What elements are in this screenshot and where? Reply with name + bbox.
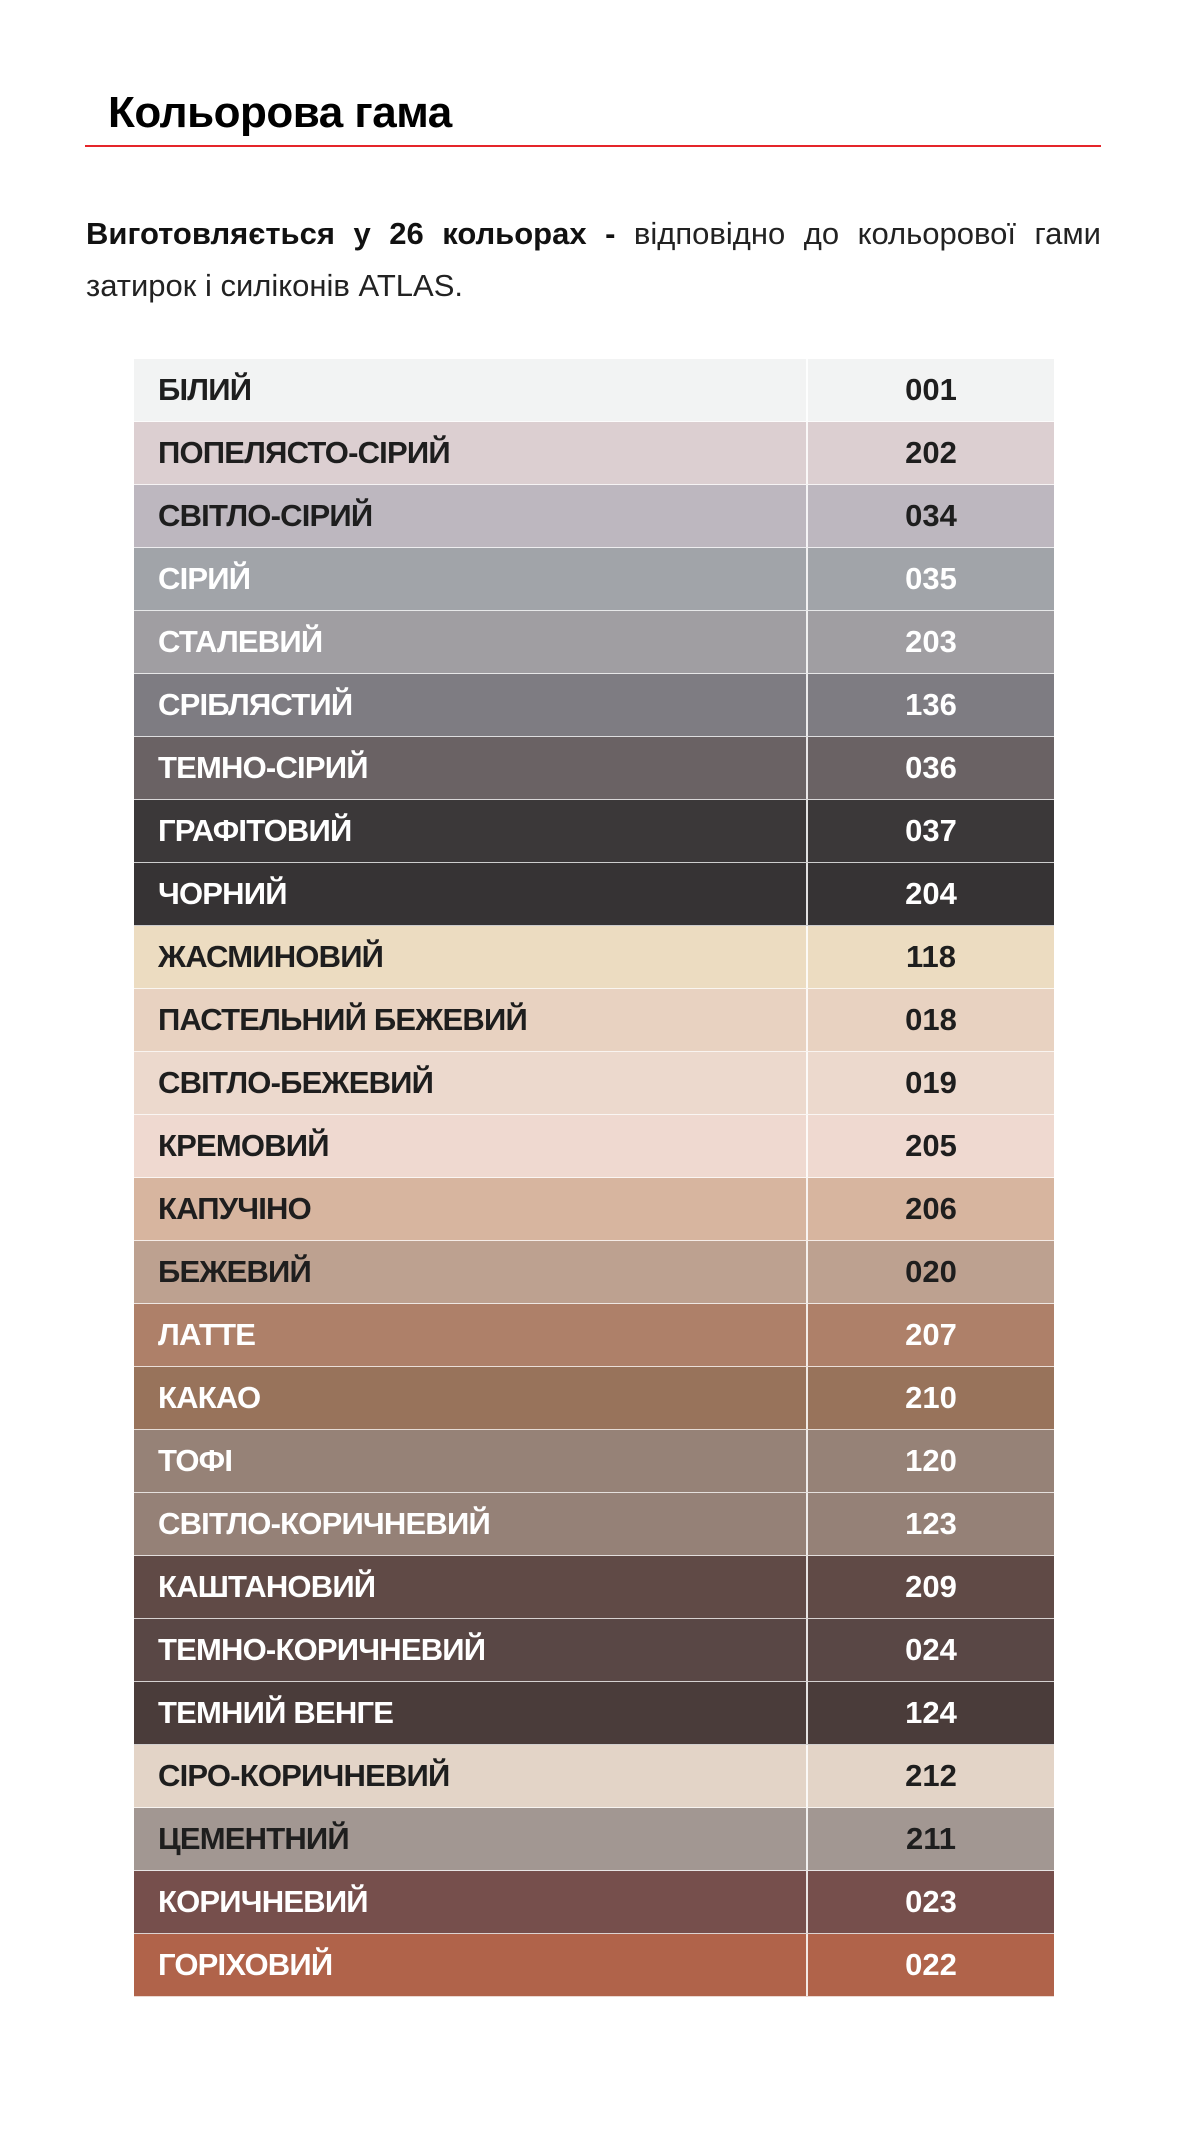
color-name: КРЕМОВИЙ	[134, 1115, 808, 1177]
color-code: 037	[905, 813, 957, 848]
color-row: ГОРІХОВИЙ 022	[134, 1934, 1054, 1997]
color-code: 023	[905, 1884, 957, 1919]
color-code: 211	[905, 1821, 956, 1856]
page-title: Кольорова гама	[108, 88, 452, 137]
color-row: СІРИЙ 035	[134, 548, 1054, 611]
color-row: КОРИЧНЕВИЙ 023	[134, 1871, 1054, 1934]
color-name: ТОФІ	[134, 1430, 808, 1492]
color-code: 136	[905, 687, 957, 722]
color-name: БЕЖЕВИЙ	[134, 1241, 808, 1303]
color-row: ПАСТЕЛЬНИЙ БЕЖЕВИЙ 018	[134, 989, 1054, 1052]
color-name: СІРО-КОРИЧНЕВИЙ	[134, 1745, 808, 1807]
color-row: ТЕМНО-СІРИЙ 036	[134, 737, 1054, 800]
color-code: 209	[905, 1569, 957, 1604]
color-code: 018	[905, 1002, 957, 1037]
color-code: 120	[905, 1443, 957, 1478]
color-row: БІЛИЙ 001	[134, 359, 1054, 422]
color-name: СІРИЙ	[134, 548, 808, 610]
color-row: ПОПЕЛЯСТО-СІРИЙ 202	[134, 422, 1054, 485]
color-code: 036	[905, 750, 957, 785]
color-row: ТОФІ 120	[134, 1430, 1054, 1493]
color-name: ЖАСМИНОВИЙ	[134, 926, 808, 988]
color-row: ГРАФІТОВИЙ 037	[134, 800, 1054, 863]
color-row: СРІБЛЯСТИЙ 136	[134, 674, 1054, 737]
color-name: ТЕМНО-КОРИЧНЕВИЙ	[134, 1619, 808, 1681]
color-name: СВІТЛО-КОРИЧНЕВИЙ	[134, 1493, 808, 1555]
color-name: КАШТАНОВИЙ	[134, 1556, 808, 1618]
color-code: 118	[905, 939, 956, 974]
color-row: БЕЖЕВИЙ 020	[134, 1241, 1054, 1304]
color-name: ТЕМНО-СІРИЙ	[134, 737, 808, 799]
color-code: 210	[905, 1380, 957, 1415]
color-row: ЧОРНИЙ 204	[134, 863, 1054, 926]
color-name: ПАСТЕЛЬНИЙ БЕЖЕВИЙ	[134, 989, 808, 1051]
color-row: ТЕМНИЙ ВЕНГЕ 124	[134, 1682, 1054, 1745]
color-code: 001	[905, 372, 957, 407]
color-row: ЖАСМИНОВИЙ 118	[134, 926, 1054, 989]
color-row: КАШТАНОВИЙ 209	[134, 1556, 1054, 1619]
color-row: СВІТЛО-СІРИЙ 034	[134, 485, 1054, 548]
color-name: КАПУЧІНО	[134, 1178, 808, 1240]
color-name: СРІБЛЯСТИЙ	[134, 674, 808, 736]
color-name: ГРАФІТОВИЙ	[134, 800, 808, 862]
title-divider	[85, 145, 1101, 147]
intro-bold: Виготовляється у 26 кольорах -	[86, 216, 616, 251]
color-name: СВІТЛО-СІРИЙ	[134, 485, 808, 547]
color-code: 205	[905, 1128, 957, 1163]
color-name: БІЛИЙ	[134, 359, 808, 421]
color-code: 203	[905, 624, 957, 659]
color-name: ЛАТТЕ	[134, 1304, 808, 1366]
color-code: 024	[905, 1632, 957, 1667]
color-code: 212	[905, 1758, 957, 1793]
color-code: 020	[905, 1254, 957, 1289]
color-code: 022	[905, 1947, 957, 1982]
color-row: СВІТЛО-КОРИЧНЕВИЙ 123	[134, 1493, 1054, 1556]
color-code: 207	[905, 1317, 957, 1352]
intro-rest: відповідно до кольорової гами затирок і …	[86, 216, 1101, 303]
color-name: СВІТЛО-БЕЖЕВИЙ	[134, 1052, 808, 1114]
color-code: 123	[905, 1506, 957, 1541]
color-name: КАКАО	[134, 1367, 808, 1429]
color-code: 124	[905, 1695, 957, 1730]
color-code: 035	[905, 561, 957, 596]
color-code: 019	[905, 1065, 957, 1100]
color-code: 202	[905, 435, 957, 470]
color-name: ЧОРНИЙ	[134, 863, 808, 925]
color-code: 204	[905, 876, 957, 911]
color-row: КАКАО 210	[134, 1367, 1054, 1430]
color-name: ГОРІХОВИЙ	[134, 1934, 808, 1996]
color-name: ПОПЕЛЯСТО-СІРИЙ	[134, 422, 808, 484]
color-name: СТАЛЕВИЙ	[134, 611, 808, 673]
color-code: 206	[905, 1191, 957, 1226]
color-row: КРЕМОВИЙ 205	[134, 1115, 1054, 1178]
intro-paragraph: Виготовляється у 26 кольорах - відповідн…	[86, 208, 1101, 312]
color-row: КАПУЧІНО 206	[134, 1178, 1054, 1241]
color-table: БІЛИЙ 001 ПОПЕЛЯСТО-СІРИЙ 202 СВІТЛО-СІРИЙ 03…	[134, 359, 1054, 1997]
color-name: ЦЕМЕНТНИЙ	[134, 1808, 808, 1870]
color-row: ТЕМНО-КОРИЧНЕВИЙ 024	[134, 1619, 1054, 1682]
color-row: ЛАТТЕ 207	[134, 1304, 1054, 1367]
color-code: 034	[905, 498, 957, 533]
color-row: СІРО-КОРИЧНЕВИЙ 212	[134, 1745, 1054, 1808]
color-name: КОРИЧНЕВИЙ	[134, 1871, 808, 1933]
color-name: ТЕМНИЙ ВЕНГЕ	[134, 1682, 808, 1744]
color-row: СТАЛЕВИЙ 203	[134, 611, 1054, 674]
color-row: ЦЕМЕНТНИЙ 211	[134, 1808, 1054, 1871]
color-row: СВІТЛО-БЕЖЕВИЙ 019	[134, 1052, 1054, 1115]
